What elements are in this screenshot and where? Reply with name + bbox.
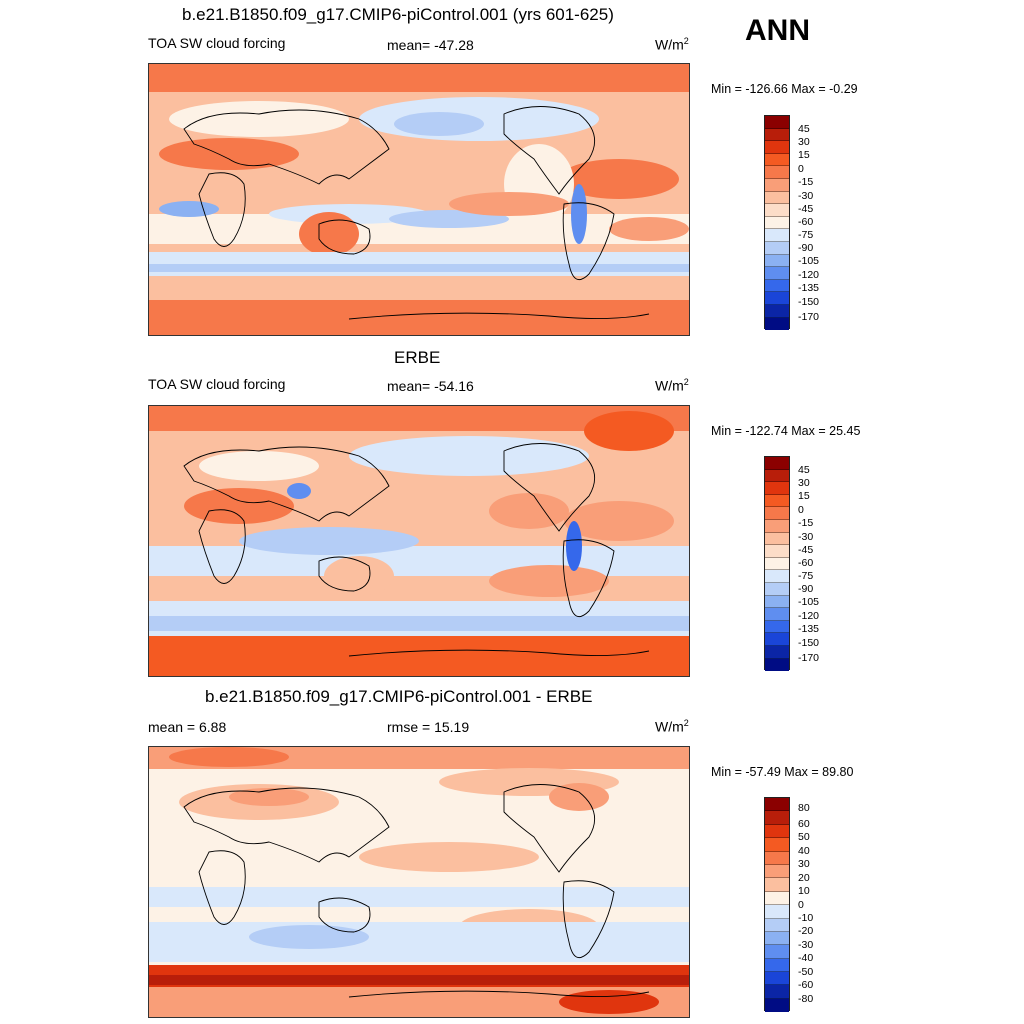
panel3-map-svg <box>149 747 689 1017</box>
colorbar-tick-label: 15 <box>798 490 810 502</box>
panel3-units: W/m2 <box>655 718 689 735</box>
colorbar-tick-label: -135 <box>798 623 820 635</box>
colorbar-tick-label: -75 <box>798 570 814 582</box>
panel1-mean-label: mean= -47.28 <box>387 37 474 53</box>
panel2-colorbar <box>764 456 790 672</box>
colorbar-tick-label: -90 <box>798 583 814 595</box>
colorbar-tick-label: -170 <box>798 652 820 664</box>
panel2-units: W/m2 <box>655 377 689 394</box>
colorbar-tick-label: -20 <box>798 925 814 937</box>
panel1-map-svg <box>149 64 689 335</box>
colorbar-tick-label: -135 <box>798 282 820 294</box>
colorbar-tick-label: -75 <box>798 229 814 241</box>
panel1-colorbar <box>764 115 790 331</box>
colorbar-tick-label: 0 <box>798 899 804 911</box>
panel3-mean-label: mean = 6.88 <box>148 719 227 735</box>
colorbar-tick-label: -15 <box>798 176 814 188</box>
colorbar-tick-label: -80 <box>798 993 814 1005</box>
panel1-title: b.e21.B1850.f09_g17.CMIP6-piControl.001 … <box>182 5 614 24</box>
panel3-title: b.e21.B1850.f09_g17.CMIP6-piControl.001 … <box>205 687 593 706</box>
colorbar-tick-label: 30 <box>798 858 810 870</box>
panel2-minmax: Min = -122.74 Max = 25.45 <box>711 424 861 438</box>
colorbar-tick-label: 40 <box>798 845 810 857</box>
panel3-minmax: Min = -57.49 Max = 89.80 <box>711 765 854 779</box>
panel3-colorbar <box>764 797 790 1013</box>
colorbar-tick-label: -90 <box>798 242 814 254</box>
panel2-map <box>148 405 690 677</box>
colorbar-tick-label: 0 <box>798 163 804 175</box>
colorbar-tick-label: -170 <box>798 311 820 323</box>
colorbar-tick-label: -45 <box>798 203 814 215</box>
colorbar-tick-label: 30 <box>798 136 810 148</box>
colorbar-tick-label: -120 <box>798 269 820 281</box>
colorbar-tick-label: -15 <box>798 517 814 529</box>
colorbar-tick-label: -40 <box>798 952 814 964</box>
colorbar-tick-label: -10 <box>798 912 814 924</box>
colorbar-tick-label: 60 <box>798 818 810 830</box>
panel1-map <box>148 63 690 336</box>
colorbar-tick-label: -60 <box>798 216 814 228</box>
colorbar-tick-label: -105 <box>798 255 820 267</box>
colorbar-tick-label: -105 <box>798 596 820 608</box>
panel3-rmse-label: rmse = 15.19 <box>387 719 470 735</box>
colorbar-tick-label: 45 <box>798 464 810 476</box>
colorbar-tick-label: -30 <box>798 939 814 951</box>
season-label: ANN <box>745 14 810 47</box>
panel3-map <box>148 746 690 1018</box>
colorbar-tick-label: -60 <box>798 979 814 991</box>
colorbar-tick-label: -45 <box>798 544 814 556</box>
panel1-units: W/m2 <box>655 36 689 53</box>
colorbar-tick-label: -30 <box>798 531 814 543</box>
panel2-map-svg <box>149 406 689 676</box>
colorbar-tick-label: -30 <box>798 190 814 202</box>
colorbar-tick-label: 80 <box>798 802 810 814</box>
colorbar-tick-label: 15 <box>798 149 810 161</box>
panel2-variable-label: TOA SW cloud forcing <box>148 376 286 392</box>
colorbar-tick-label: -150 <box>798 296 820 308</box>
panel1-minmax: Min = -126.66 Max = -0.29 <box>711 82 858 96</box>
colorbar-tick-label: 20 <box>798 872 810 884</box>
colorbar-tick-label: 0 <box>798 504 804 516</box>
panel1-variable-label: TOA SW cloud forcing <box>148 35 286 51</box>
colorbar-tick-label: 30 <box>798 477 810 489</box>
colorbar-tick-label: -60 <box>798 557 814 569</box>
colorbar-tick-label: -150 <box>798 637 820 649</box>
colorbar-tick-label: -120 <box>798 610 820 622</box>
colorbar-tick-label: -50 <box>798 966 814 978</box>
panel2-title: ERBE <box>394 348 441 367</box>
colorbar-tick-label: 50 <box>798 831 810 843</box>
colorbar-tick-label: 10 <box>798 885 810 897</box>
colorbar-tick-label: 45 <box>798 123 810 135</box>
panel2-mean-label: mean= -54.16 <box>387 378 474 394</box>
